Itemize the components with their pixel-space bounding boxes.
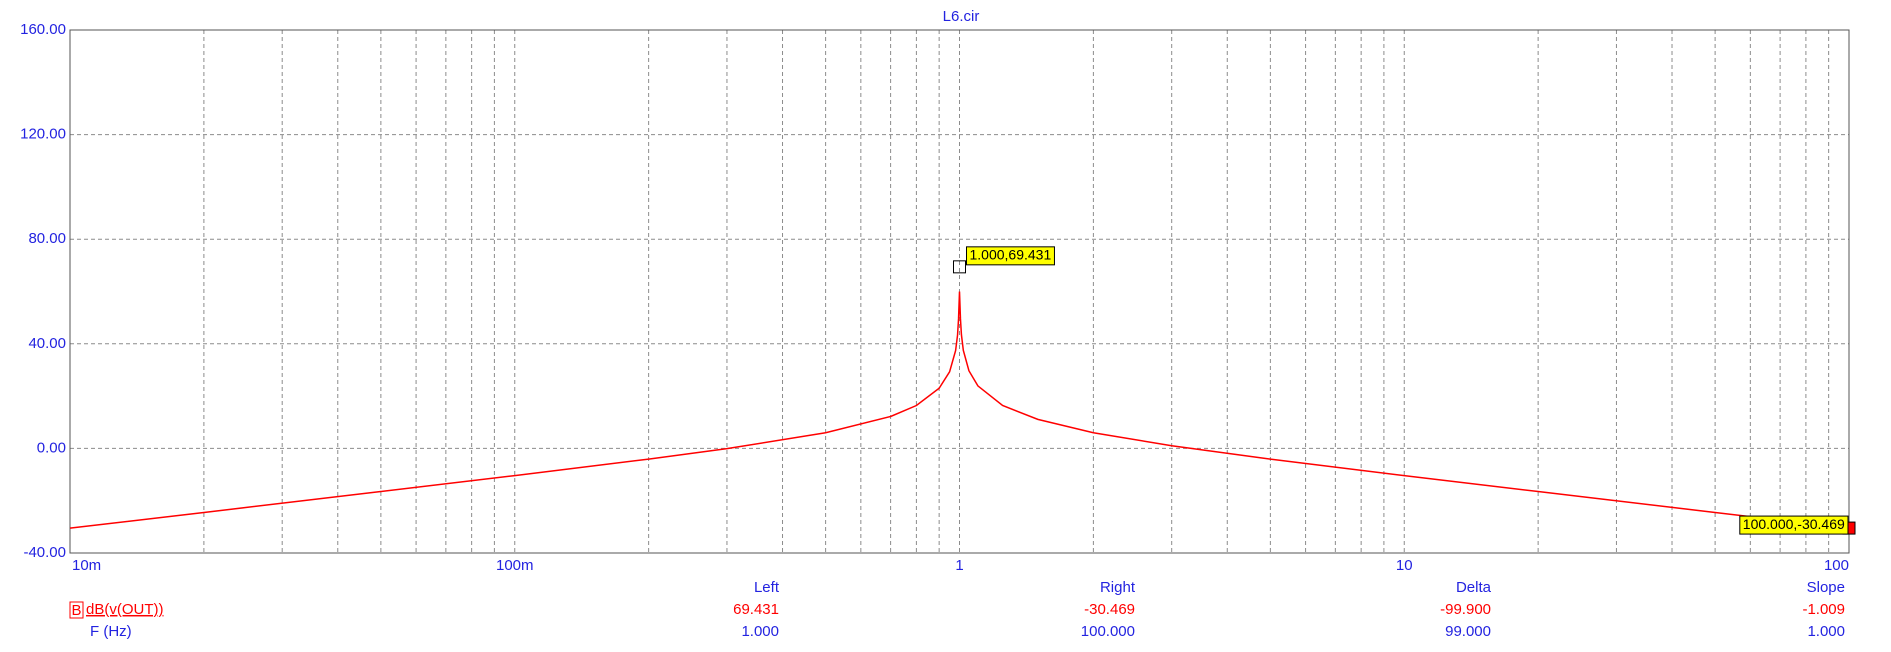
y-tick-label: -40.00 [23,544,66,561]
y-tick-label: 80.00 [28,230,66,247]
annotation: 1.000,69.431 [966,246,1055,266]
readout-value: 99.000 [1445,623,1491,640]
y-tick-label: 40.00 [28,335,66,352]
plot-frame [69,29,1850,554]
annotation-label: 100.000,-30.469 [1743,516,1845,532]
annotation-box [966,246,1055,266]
annotation-box [1739,515,1849,535]
x-tick-label: 1 [955,557,963,574]
readout-value: -99.900 [1440,601,1491,618]
x-tick-label: 100 [1824,557,1849,574]
x-tick-label: 100m [496,557,534,574]
annotation: 100.000,-30.469 [1739,515,1849,535]
x-axis-label: F (Hz) [90,623,132,640]
data-line [69,291,1850,529]
readout-header: Right [1100,579,1136,596]
readout-value: 69.431 [733,601,779,618]
readout-header: Slope [1807,579,1845,596]
cursor-label: B [71,602,81,619]
x-tick-label: 10m [72,557,101,574]
cursor-box [69,601,84,619]
cursor-marker [953,260,966,274]
y-tick-label: 0.00 [37,439,66,456]
readout-header: Left [754,579,780,596]
y-tick-label: 160.00 [20,21,66,38]
series-label: dB(v(OUT)) [86,601,164,618]
readout-value: 100.000 [1081,623,1135,640]
y-tick-label: 120.00 [20,126,66,143]
x-tick-label: 10 [1396,557,1413,574]
readout-value: -30.469 [1084,601,1135,618]
readout-header: Delta [1456,579,1492,596]
annotation-label: 1.000,69.431 [970,247,1052,263]
readout-value: -1.009 [1802,601,1845,618]
readout-value: 1.000 [741,623,779,640]
chart-title: L6.cir [943,8,980,25]
readout-value: 1.000 [1807,623,1845,640]
